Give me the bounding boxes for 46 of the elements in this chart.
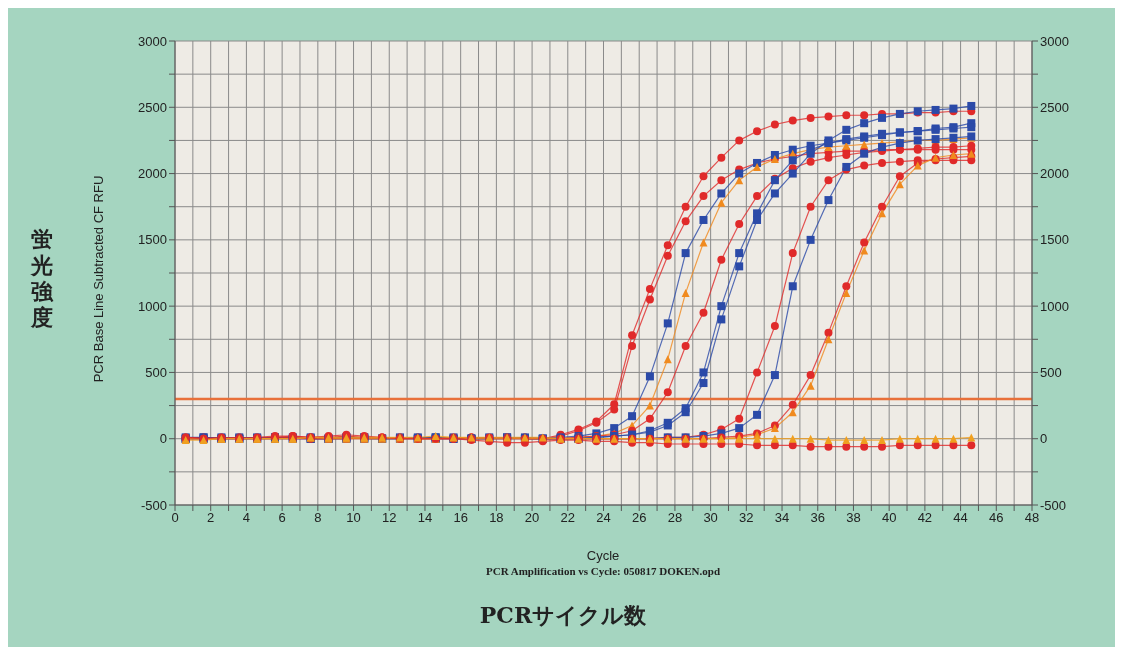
x-tick-label: 36	[810, 510, 825, 526]
x-tick-label: 48	[1024, 510, 1040, 526]
x-tick-label: 0	[171, 510, 179, 526]
x-tick-label: 6	[278, 510, 286, 526]
x-tick-label: 32	[739, 510, 754, 526]
x-tick-label: 42	[917, 510, 933, 526]
x-tick-label: 28	[667, 510, 683, 526]
y2-tick-label: 2500	[1040, 99, 1069, 115]
y2-tick-label: 500	[1040, 365, 1062, 381]
y2-tick-label: 0	[1040, 431, 1048, 447]
y2-tick-label: -500	[1040, 497, 1067, 513]
y-tick-label: 1000	[138, 298, 167, 314]
x-tick-label: 2	[207, 510, 215, 526]
x-tick-label: 34	[774, 510, 790, 526]
y-tick-label: -500	[140, 497, 167, 513]
y-tick-label: 500	[145, 365, 167, 381]
x-tick-label: 44	[953, 510, 968, 526]
y-tick-label: 3000	[138, 33, 167, 49]
x-tick-label: 10	[346, 510, 361, 526]
x-axis-title: PCRサイクル数	[479, 601, 647, 630]
x-tick-label: 26	[631, 510, 647, 526]
x-tick-label: 40	[881, 510, 897, 526]
y-tick-label: 0	[159, 431, 167, 447]
y2-tick-label: 1000	[1040, 298, 1069, 314]
y-axis-title: 蛍光強度	[31, 227, 53, 331]
y-tick-label: 2500	[138, 99, 167, 115]
y-tick-label: 2000	[138, 166, 167, 182]
text: PCR Amplification vs Cycle: 050817 DOKEN.opd	[485, 565, 721, 577]
x-tick-label: 20	[524, 510, 540, 526]
text: PCR Base Line Subtracted CF RFU	[90, 175, 106, 383]
x-tick-label: 4	[242, 510, 251, 526]
y-tick-label: 1500	[138, 232, 167, 248]
x-tick-label: 22	[560, 510, 576, 526]
x-tick-label: 8	[314, 510, 322, 526]
x-tick-label: 16	[453, 510, 468, 526]
x-tick-label: 24	[596, 510, 611, 526]
text: Cycle	[586, 548, 620, 563]
y2-tick-label: 1500	[1040, 232, 1069, 248]
x-tick-label: 14	[417, 510, 433, 526]
x-tick-label: 38	[846, 510, 861, 526]
x-tick-label: 30	[703, 510, 718, 526]
x-tick-label: 46	[989, 510, 1004, 526]
y2-tick-label: 3000	[1040, 33, 1069, 49]
x-tick-label: 12	[382, 510, 397, 526]
y2-tick-label: 2000	[1040, 166, 1069, 182]
x-tick-label: 18	[489, 510, 504, 526]
